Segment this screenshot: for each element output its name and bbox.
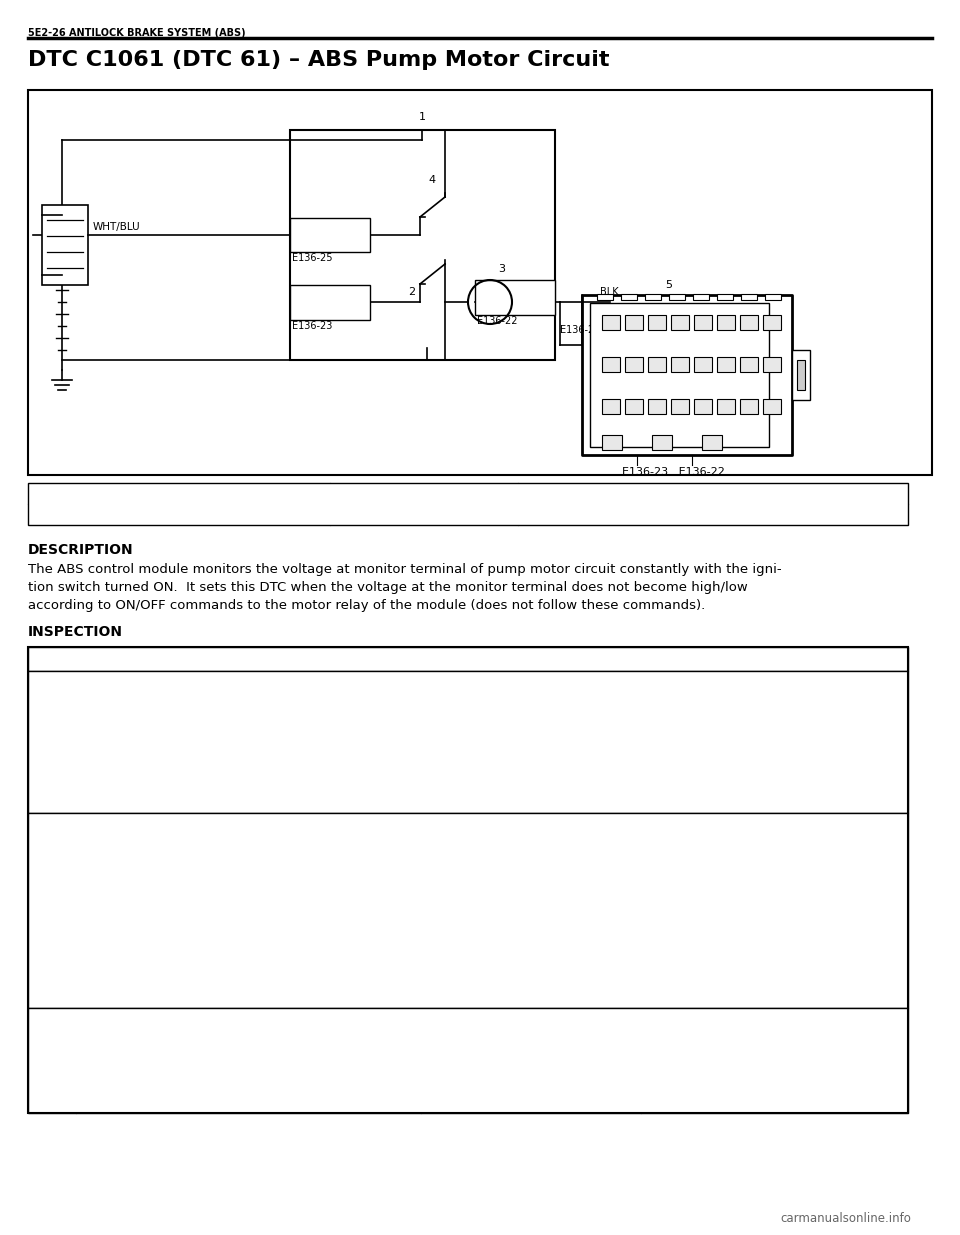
Bar (797, 359, 805, 390)
Bar (763, 399, 781, 414)
Bar (648, 399, 666, 414)
Text: 2: 2 (408, 287, 415, 296)
Bar (582, 295, 792, 454)
Text: Go to Step 3.: Go to Step 3. (427, 819, 509, 832)
Text: 3: 3 (48, 1046, 56, 1060)
Text: E136-22: E136-22 (477, 316, 517, 326)
Bar (290, 130, 555, 359)
Text: DESCRIPTION: DESCRIPTION (28, 543, 133, 557)
Bar (42, 205, 88, 285)
Text: tion switch turned ON.  It sets this DTC when the voltage at the monitor termina: tion switch turned ON. It sets this DTC … (28, 580, 748, 594)
Text: WHT/BLU: WHT/BLU (93, 222, 140, 232)
Text: 1: 1 (419, 112, 425, 122)
Text: E136-25: E136-25 (292, 253, 332, 263)
Bar (597, 294, 613, 300)
Bar (645, 294, 661, 300)
Bar (671, 399, 689, 414)
Text: BLK: BLK (600, 287, 618, 296)
Bar (694, 315, 712, 330)
Text: 1.  ABS hydraulic unit/control module assembly: 1. ABS hydraulic unit/control module ass… (34, 487, 281, 496)
Text: E136-23: E136-23 (292, 321, 332, 331)
Text: 1)  Ignition switch OFF.
2)  Disconnect ABS hydraulic unit/control mod-
    ule : 1) Ignition switch OFF. 2) Disconnect AB… (82, 819, 378, 989)
Bar (671, 315, 689, 330)
Text: 1: 1 (48, 729, 56, 741)
Text: M: M (483, 295, 497, 309)
Bar (621, 294, 637, 300)
Text: INSPECTION: INSPECTION (28, 625, 123, 638)
Bar (693, 294, 709, 300)
Bar (648, 357, 666, 372)
Text: 5E2-26 ANTILOCK BRAKE SYSTEM (ABS): 5E2-26 ANTILOCK BRAKE SYSTEM (ABS) (28, 28, 246, 38)
Text: No: No (764, 652, 783, 664)
Text: 3.  ABS pump motor: 3. ABS pump motor (336, 487, 442, 496)
Bar (765, 294, 781, 300)
Bar (28, 90, 932, 475)
Bar (590, 303, 769, 447)
Bar (740, 315, 758, 330)
Text: 3: 3 (498, 264, 505, 274)
Text: The ABS control module monitors the voltage at monitor terminal of pump motor ci: The ABS control module monitors the volt… (28, 563, 781, 576)
Text: Substitute a known-good
ABS hydraulic unit/con-
trol module assembly and
recheck: Substitute a known-good ABS hydraulic un… (647, 1014, 809, 1079)
Text: carmanualsonline.info: carmanualsonline.info (780, 1212, 911, 1225)
Text: 5.  ABS hydraulic unit/control module connector: 5. ABS hydraulic unit/control module con… (524, 487, 775, 496)
Bar (290, 285, 370, 320)
Bar (602, 435, 622, 450)
Text: “WHT/BLU” circuit open.: “WHT/BLU” circuit open. (647, 819, 800, 832)
Bar (717, 315, 735, 330)
Bar (763, 315, 781, 330)
Bar (625, 399, 643, 414)
Bar (717, 294, 733, 300)
Bar (740, 357, 758, 372)
Bar (792, 350, 810, 400)
Bar (741, 294, 757, 300)
Text: 2.  ABS pump motor relay: 2. ABS pump motor relay (34, 508, 168, 517)
Text: E136-25: E136-25 (560, 325, 601, 335)
Text: 1)  Check pump motor referring to “ABS
    HYDRAULIC UNIT OPERATION CHECK”
    i: 1) Check pump motor referring to “ABS HY… (82, 677, 332, 742)
Text: 2: 2 (48, 897, 56, 909)
Bar (694, 357, 712, 372)
Bar (740, 399, 758, 414)
Text: E136-23   E136-22: E136-23 E136-22 (622, 467, 725, 477)
Bar (625, 315, 643, 330)
Bar (28, 1008, 908, 1113)
Text: according to ON/OFF commands to the motor relay of the module (does not follow t: according to ON/OFF commands to the moto… (28, 599, 706, 613)
Bar (602, 399, 620, 414)
Bar (717, 399, 735, 414)
Text: Action: Action (226, 652, 270, 664)
Bar (602, 357, 620, 372)
Text: Go to Step 2.: Go to Step 2. (647, 677, 730, 690)
Text: Step: Step (36, 652, 68, 664)
Bar (671, 357, 689, 372)
Bar (669, 294, 685, 300)
Bar (702, 435, 722, 450)
Bar (763, 357, 781, 372)
Text: Check terminals “E136-
25” and “E136-23” con-
nection. If connections
OK, substi: Check terminals “E136- 25” and “E136-23”… (427, 677, 585, 795)
Bar (28, 813, 908, 1008)
Text: Yes: Yes (519, 652, 542, 664)
Bar (717, 357, 735, 372)
Text: Measure resistance between terminal “E136-
22” of ABS hydraulic unit/control mod: Measure resistance between terminal “E13… (82, 1014, 369, 1079)
Bar (28, 647, 908, 671)
Bar (28, 483, 908, 525)
Bar (694, 399, 712, 414)
Bar (290, 219, 370, 252)
Bar (475, 280, 555, 315)
Bar (28, 647, 908, 1113)
Bar (28, 671, 908, 813)
Text: “BLK” circuit open.: “BLK” circuit open. (427, 1014, 544, 1028)
Text: 4.  ABS fail safe relay: 4. ABS fail safe relay (336, 508, 447, 517)
Text: 5: 5 (665, 280, 672, 290)
Bar (602, 315, 620, 330)
Bar (652, 435, 672, 450)
Text: 4: 4 (428, 175, 435, 185)
Text: DTC C1061 (DTC 61) – ABS Pump Motor Circuit: DTC C1061 (DTC 61) – ABS Pump Motor Circ… (28, 49, 610, 70)
Bar (625, 357, 643, 372)
Bar (648, 315, 666, 330)
